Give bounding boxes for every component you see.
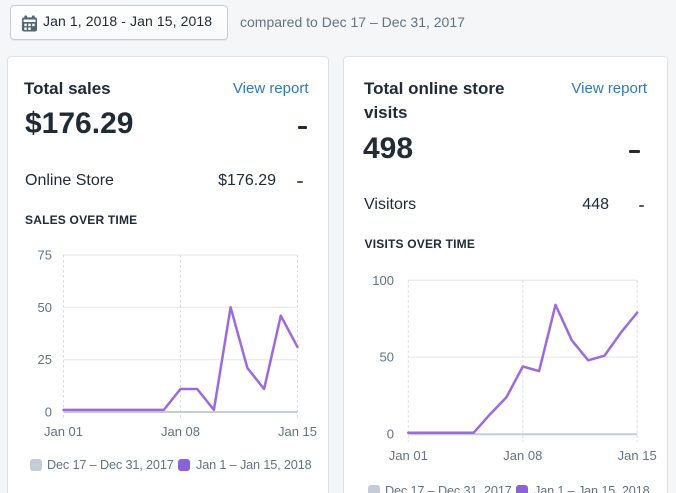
svg-text:50: 50: [380, 350, 394, 365]
svg-text:Jan 01: Jan 01: [389, 448, 428, 463]
svg-text:Jan 08: Jan 08: [503, 448, 542, 463]
svg-text:Jan 15: Jan 15: [618, 448, 657, 463]
svg-text:Jan 08: Jan 08: [161, 424, 200, 439]
svg-text:Jan 01: Jan 01: [44, 424, 83, 439]
svg-text:0: 0: [387, 427, 394, 442]
svg-text:0: 0: [45, 405, 52, 420]
svg-text:Jan 15: Jan 15: [278, 424, 317, 439]
svg-text:75: 75: [38, 248, 52, 263]
svg-text:50: 50: [38, 300, 52, 315]
svg-text:25: 25: [38, 352, 52, 367]
svg-text:100: 100: [372, 273, 394, 288]
